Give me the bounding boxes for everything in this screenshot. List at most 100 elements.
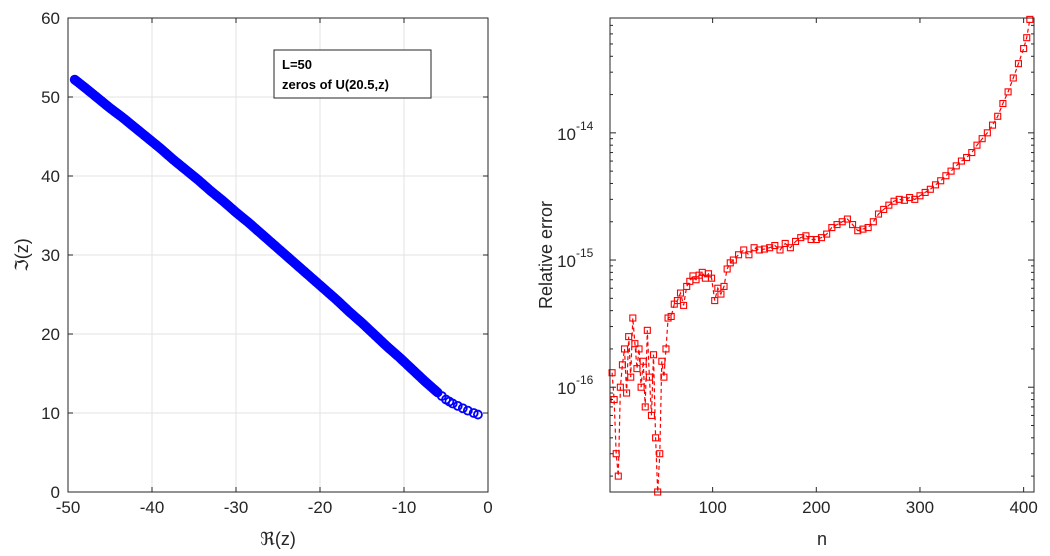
- relative-error-marker: [843, 215, 851, 223]
- right-ytick-exponent: -14: [576, 119, 594, 133]
- left-ytick-label: 60: [41, 9, 60, 28]
- relative-error-marker: [781, 239, 789, 248]
- relative-error-marker: [978, 135, 986, 143]
- zero-marker: [430, 385, 440, 396]
- relative-error-marker: [797, 234, 805, 242]
- zero-marker: [447, 398, 458, 409]
- left-xtick-label: -10: [392, 498, 417, 517]
- relative-error-marker: [745, 251, 753, 259]
- right-ytick-base: 10: [557, 125, 576, 144]
- zero-marker: [462, 405, 473, 416]
- right-axes-box: [609, 17, 1035, 493]
- left-xtick-label: -50: [56, 498, 81, 517]
- relative-error-marker: [890, 197, 898, 205]
- relative-error-marker: [968, 149, 976, 157]
- left-ytick-label: 0: [51, 483, 60, 502]
- relative-error-marker: [1023, 34, 1031, 42]
- relative-error-marker: [629, 314, 637, 322]
- relative-error-marker: [864, 224, 872, 232]
- left-ytick-label: 10: [41, 404, 60, 423]
- relative-error-marker: [952, 162, 960, 170]
- left-series-zeros: [69, 74, 483, 420]
- relative-error-marker: [859, 225, 867, 233]
- left-legend-box: [273, 49, 432, 99]
- relative-error-marker: [786, 244, 794, 252]
- relative-error-marker: [885, 201, 893, 209]
- right-series-relative-error: [608, 15, 1034, 496]
- relative-error-marker: [708, 274, 716, 282]
- relative-error-marker: [869, 218, 877, 226]
- relative-error-marker: [667, 312, 675, 321]
- relative-error-marker: [647, 411, 656, 419]
- relative-error-marker: [760, 245, 769, 253]
- relative-error-marker: [755, 246, 763, 254]
- relative-error-marker: [812, 235, 820, 244]
- relative-error-marker: [616, 383, 624, 391]
- relative-error-marker: [729, 256, 737, 264]
- relative-error-marker: [633, 365, 641, 373]
- left-xlabel: ℜ(z): [260, 529, 296, 549]
- relative-error-marker: [823, 230, 831, 238]
- relative-error-marker: [643, 326, 651, 334]
- relative-error-marker: [660, 373, 668, 381]
- right-ytick-exponent: -15: [576, 246, 594, 260]
- relative-error-marker: [947, 167, 955, 175]
- relative-error-marker: [911, 195, 919, 203]
- relative-error-marker: [849, 221, 857, 229]
- relative-error-marker: [994, 112, 1002, 120]
- relative-error-marker: [641, 403, 649, 411]
- relative-error-marker: [717, 290, 725, 298]
- right-xtick-label: 100: [698, 498, 726, 517]
- left-xtick-label: -40: [140, 498, 165, 517]
- relative-error-marker: [926, 185, 934, 193]
- relative-error-marker: [963, 153, 971, 162]
- left-ytick-label: 20: [41, 325, 60, 344]
- relative-error-marker: [676, 289, 685, 297]
- relative-error-marker: [750, 244, 758, 252]
- relative-error-marker: [620, 345, 629, 353]
- relative-error-marker: [1014, 60, 1022, 68]
- relative-error-marker: [937, 177, 945, 185]
- relative-error-marker: [766, 244, 774, 252]
- relative-error-marker: [631, 340, 639, 348]
- relative-error-marker: [637, 383, 645, 391]
- right-xtick-label: 300: [906, 498, 934, 517]
- relative-error-marker: [608, 369, 616, 377]
- right-ytick-exponent: -16: [576, 373, 594, 387]
- left-xtick-label: -20: [308, 498, 333, 517]
- relative-error-marker: [652, 434, 660, 442]
- right-ytick-label: 10: [557, 252, 576, 271]
- relative-error-marker: [1004, 88, 1012, 96]
- relative-error-marker: [656, 450, 664, 458]
- right-ytick-label: 10: [557, 125, 576, 144]
- left-grid: [67, 17, 489, 493]
- legend-line-1: L=50: [282, 57, 312, 72]
- zero-marker: [452, 400, 463, 411]
- relative-error-marker: [625, 333, 633, 341]
- relative-error-marker: [817, 234, 826, 242]
- right-ytick-label: 10: [557, 379, 576, 398]
- right-plot-area: [610, 18, 1034, 492]
- relative-error-marker: [1020, 45, 1028, 53]
- relative-error-marker: [880, 205, 888, 213]
- relative-error-marker: [1009, 74, 1017, 82]
- relative-error-marker: [623, 389, 631, 397]
- relative-error-marker: [792, 237, 800, 246]
- left-ytick-label: 30: [41, 246, 60, 265]
- relative-error-marker: [662, 345, 670, 353]
- left-ticks: -50 -40 -30 -20 -10 0 0 10 20 30 40 50 60: [41, 9, 493, 517]
- right-xtick-label: 400: [1009, 498, 1037, 517]
- relative-error-marker: [649, 351, 658, 359]
- relative-error-marker: [612, 450, 620, 458]
- zero-marker: [457, 403, 468, 414]
- relative-error-marker: [635, 345, 643, 353]
- relative-error-marker: [895, 195, 903, 203]
- legend-line-2: zeros of U(20.5,z): [282, 77, 389, 92]
- relative-error-marker: [711, 297, 719, 305]
- relative-error-marker: [614, 472, 622, 480]
- relative-error-marker: [680, 301, 688, 309]
- right-ytick-base: 10: [557, 379, 576, 398]
